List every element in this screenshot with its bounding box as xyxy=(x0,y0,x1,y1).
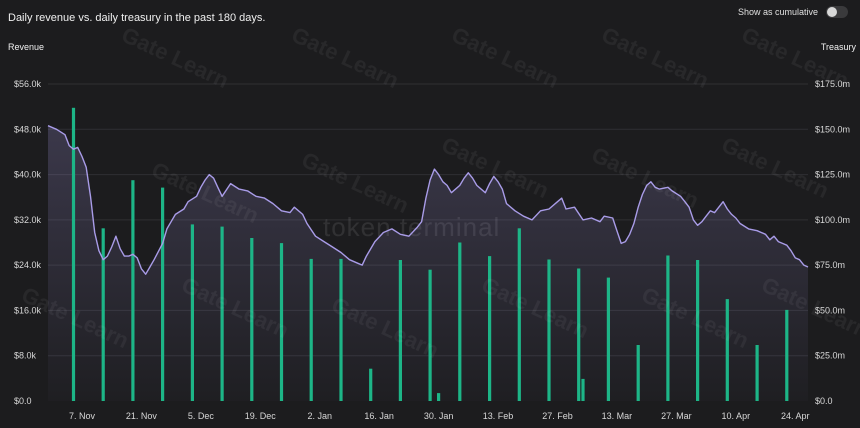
revenue-bar xyxy=(517,228,521,401)
x-tick-label: 24. Apr xyxy=(781,411,810,421)
cumulative-toggle-switch[interactable] xyxy=(826,6,848,18)
revenue-bar xyxy=(398,260,402,401)
x-tick-label: 13. Mar xyxy=(602,411,633,421)
left-tick-label: $24.0k xyxy=(14,260,42,270)
revenue-bar xyxy=(71,107,76,402)
revenue-bar xyxy=(666,255,670,401)
x-tick-label: 27. Feb xyxy=(542,411,573,421)
gate-learn-watermark: Gate Learn xyxy=(718,132,833,203)
x-axis-ticks: 7. Nov 21. Nov 5. Dec 19. Dec 2. Jan 16. Jan 3… xyxy=(69,411,810,421)
treasury-line-path xyxy=(47,125,809,275)
right-axis-title: Treasury xyxy=(820,42,856,52)
x-tick-label: 7. Nov xyxy=(69,411,96,421)
revenue-bars xyxy=(71,107,789,402)
gate-learn-watermark: Gate Learn xyxy=(738,22,853,93)
revenue-bar xyxy=(279,243,284,401)
cumulative-toggle-label: Show as cumulative xyxy=(737,7,818,17)
x-tick-label: 16. Jan xyxy=(364,411,394,421)
right-tick-label: $100.0m xyxy=(815,215,850,225)
right-tick-label: $50.0m xyxy=(815,305,845,315)
revenue-bar xyxy=(309,258,313,401)
right-tick-label: $25.0m xyxy=(815,351,845,361)
x-tick-label: 27. Mar xyxy=(661,411,692,421)
left-tick-label: $48.0k xyxy=(14,124,42,134)
revenue-bar xyxy=(339,258,343,401)
right-axis-ticks: $0.0 $25.0m $50.0m $75.0m $100.0m $125.0m $150… xyxy=(815,79,850,406)
revenue-bar xyxy=(437,393,441,401)
x-tick-label: 30. Jan xyxy=(424,411,454,421)
chart-title: Daily revenue vs. daily treasury in the … xyxy=(8,12,266,24)
revenue-bar xyxy=(161,187,165,401)
revenue-bar xyxy=(220,226,224,401)
revenue-bar xyxy=(785,309,789,401)
left-tick-label: $8.0k xyxy=(14,351,37,361)
treasury-area xyxy=(48,125,808,401)
revenue-bar xyxy=(636,345,640,401)
treasury-line xyxy=(47,125,809,275)
left-tick-label: $56.0k xyxy=(14,79,42,89)
left-axis-ticks: $0.0 $8.0k $16.0k $24.0k $32.0k $40.0k $48.0k $… xyxy=(14,79,42,406)
gate-learn-watermark: Gate Learn xyxy=(288,22,403,93)
x-tick-label: 5. Dec xyxy=(188,411,215,421)
cumulative-toggle-group: Show as cumulative xyxy=(738,6,848,18)
right-tick-label: $125.0m xyxy=(815,170,850,180)
revenue-bar xyxy=(581,378,585,401)
gate-learn-watermark: Gate Learn xyxy=(598,22,713,93)
revenue-bar xyxy=(755,345,759,401)
right-tick-label: $150.0m xyxy=(815,124,850,134)
gate-learn-watermark: Gate Learn xyxy=(118,22,233,93)
gate-learn-watermark: Gate Learn xyxy=(448,22,563,93)
revenue-bar xyxy=(458,242,462,401)
x-tick-label: 13. Feb xyxy=(483,411,514,421)
revenue-bar xyxy=(488,256,492,401)
revenue-bar xyxy=(428,269,432,401)
x-tick-label: 21. Nov xyxy=(126,411,158,421)
right-tick-label: $175.0m xyxy=(815,79,850,89)
gate-learn-watermark: Gate Learn xyxy=(298,147,413,218)
left-axis-title: Revenue xyxy=(8,42,45,52)
revenue-bar xyxy=(101,228,105,401)
left-tick-label: $32.0k xyxy=(14,215,42,225)
revenue-bar xyxy=(696,260,700,401)
left-tick-label: $0.0 xyxy=(14,396,32,406)
revenue-bar xyxy=(547,259,551,401)
revenue-bar xyxy=(725,299,729,401)
x-tick-label: 10. Apr xyxy=(722,411,751,421)
revenue-bar xyxy=(250,238,254,401)
revenue-bar xyxy=(606,277,610,401)
right-tick-label: $0.0 xyxy=(815,396,833,406)
revenue-bar xyxy=(369,368,373,401)
right-tick-label: $75.0m xyxy=(815,260,845,270)
x-tick-label: 19. Dec xyxy=(245,411,277,421)
x-tick-label: 2. Jan xyxy=(307,411,332,421)
left-tick-label: $40.0k xyxy=(14,170,42,180)
revenue-bar xyxy=(190,224,194,401)
left-tick-label: $16.0k xyxy=(14,305,42,315)
toggle-knob xyxy=(827,7,837,17)
revenue-bar xyxy=(577,268,581,401)
revenue-bar xyxy=(131,180,135,401)
treasury-area-fill xyxy=(48,125,808,401)
